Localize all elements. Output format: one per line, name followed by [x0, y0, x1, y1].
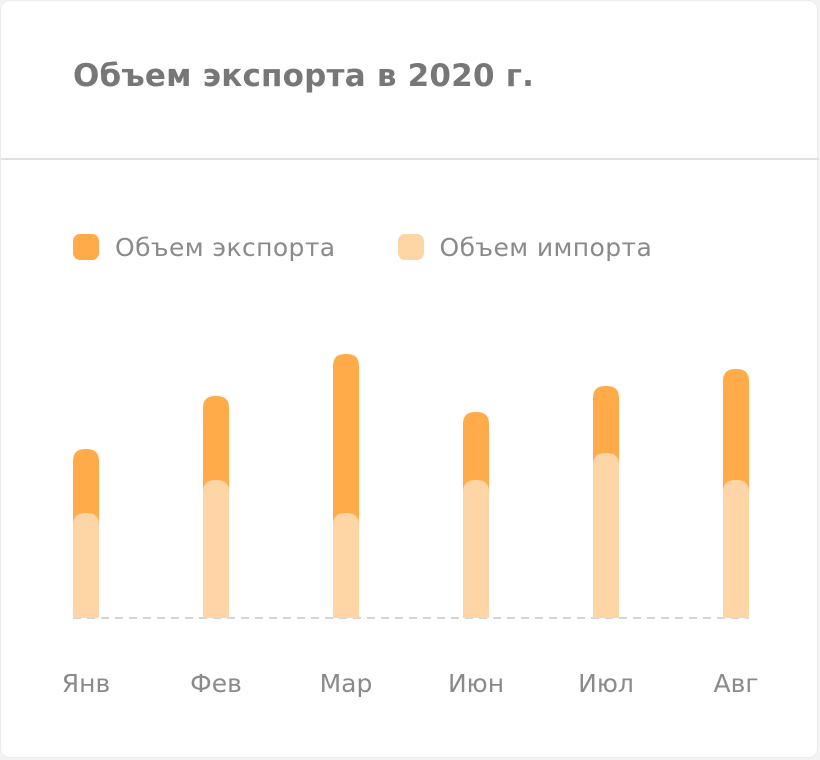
bar-import-Фев[interactable]	[203, 480, 229, 618]
x-tick-label: Янв	[62, 669, 110, 698]
bar-import-Июн[interactable]	[463, 480, 489, 618]
header-divider	[1, 158, 819, 160]
card-title: Объем экспорта в 2020 г.	[73, 58, 535, 94]
bar-import-Июл[interactable]	[593, 453, 619, 618]
legend-label-import: Объем импорта	[439, 232, 653, 262]
bar-import-Янв[interactable]	[73, 513, 99, 618]
legend-item-export[interactable]: Объем экспорта	[73, 233, 336, 262]
x-tick-label: Июн	[448, 669, 504, 698]
legend-swatch-export	[73, 234, 99, 260]
x-tick-label: Мар	[320, 669, 373, 698]
chart-legend: Объем экспорта Объем импорта	[73, 230, 714, 264]
bar-chart: Янв Фев Мар Июн Июл Авг	[62, 354, 759, 698]
legend-swatch-import	[397, 234, 424, 260]
bar-import-Авг[interactable]	[723, 480, 749, 618]
legend-item-import[interactable]: Объем импорта	[397, 232, 653, 262]
x-tick-label: Авг	[714, 669, 759, 698]
bar-import-Мар[interactable]	[333, 513, 359, 618]
x-tick-label: Июл	[578, 669, 634, 698]
x-tick-label: Фев	[190, 669, 242, 698]
legend-label-export: Объем экспорта	[115, 232, 336, 262]
